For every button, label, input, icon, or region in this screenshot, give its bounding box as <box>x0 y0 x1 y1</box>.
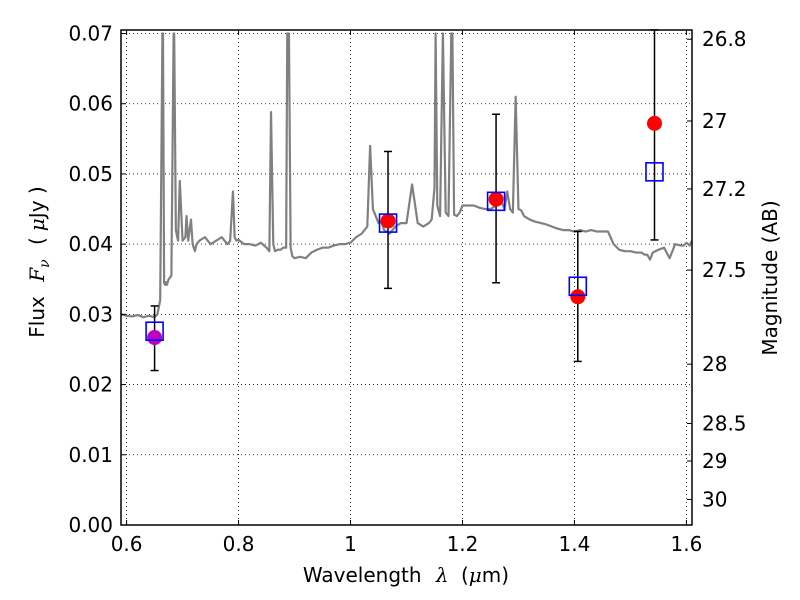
y-tick-label: 0.01 <box>68 443 113 467</box>
magnitude-tick-label: 26.8 <box>702 27 747 51</box>
x-tick-label: 1.2 <box>447 532 479 556</box>
magnitude-tick-label: 29 <box>702 449 727 473</box>
x-axis-label: Wavelength λ (μm) <box>303 563 509 587</box>
data-point-circle <box>646 115 662 131</box>
x-axis-label-text: Wavelength <box>303 563 422 587</box>
x-tick-label: 1.4 <box>559 532 591 556</box>
y-axis-label-text: Flux <box>25 296 49 338</box>
data-point-circle <box>570 289 586 305</box>
data-point-circle <box>380 213 396 229</box>
data-point-square <box>568 276 588 297</box>
y-axis-label-symbol: F <box>25 267 49 283</box>
ticks: 0.6 0.8 1 1.2 1.4 1.6 0.00 0.01 0.02 0.03 0.04 0.05… <box>68 22 746 556</box>
marker-layer <box>145 115 664 346</box>
y-axis-label-subscript: ν <box>37 259 53 268</box>
magnitude-tick-label: 30 <box>702 488 727 512</box>
y-tick-label: 0.00 <box>68 513 113 537</box>
spectrum-layer <box>121 32 692 319</box>
plot-frame <box>120 29 693 526</box>
y-tick-label: 0.04 <box>68 232 113 256</box>
y-tick-label: 0.03 <box>68 302 113 326</box>
y-axis-label-unit-rest: Jy ) <box>25 186 49 220</box>
data-point-square <box>145 321 164 342</box>
x-tick-label: 0.8 <box>223 532 255 556</box>
data-point-square <box>378 213 398 233</box>
x-tick-label: 1 <box>344 532 357 556</box>
y-tick-label: 0.06 <box>68 92 113 116</box>
magnitude-tick-label: 28.5 <box>702 412 747 436</box>
grid <box>121 30 692 525</box>
magnitude-tick-label: 28 <box>702 352 727 376</box>
magnitude-tick-label: 27 <box>702 109 727 133</box>
errorbar-layer <box>150 29 659 372</box>
y-tick-label: 0.07 <box>68 22 113 46</box>
data-point-circle <box>147 330 163 346</box>
y-tick-label: 0.05 <box>68 162 113 186</box>
x-tick-label: 1.6 <box>670 532 702 556</box>
y-axis-label: Flux Fν ( μJy ) <box>25 186 54 337</box>
x-tick-label: 0.6 <box>111 532 143 556</box>
y-axis-label-unit-mu: μ <box>25 218 49 231</box>
magnitude-tick-label: 27.5 <box>702 258 747 282</box>
data-point-square <box>486 191 506 212</box>
x-axis-label-symbol: λ <box>435 563 449 587</box>
magnitude-axis-label: Magnitude (AB) <box>758 200 782 355</box>
spectrum-line <box>121 32 692 319</box>
y-tick-label: 0.02 <box>68 373 113 397</box>
x-axis-label-unit-mu: μ <box>469 563 482 587</box>
x-axis-label-unit-rest: m) <box>482 563 509 587</box>
magnitude-tick-label: 27.2 <box>702 177 747 201</box>
y-axis-label-unit-open: ( <box>25 237 49 245</box>
x-axis-label-unit-open: ( <box>461 563 469 587</box>
data-point-square <box>645 162 664 182</box>
data-point-circle <box>488 191 504 207</box>
